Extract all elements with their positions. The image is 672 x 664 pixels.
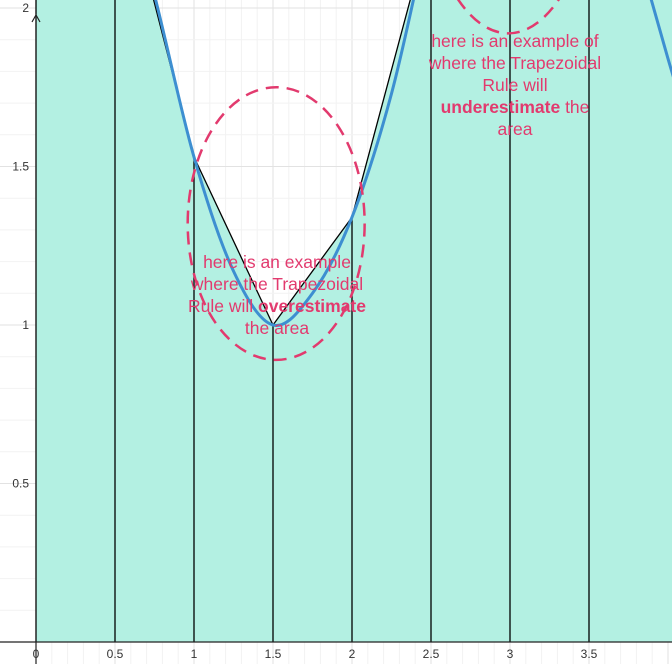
annotation-text: Rule will bbox=[187, 296, 259, 316]
x-tick-label: 1 bbox=[191, 647, 198, 661]
function-curve-group bbox=[154, 0, 672, 327]
annotation-text: Rule will bbox=[482, 75, 548, 95]
x-tick-label: 3 bbox=[507, 647, 514, 661]
annotation-circles bbox=[186, 0, 560, 362]
annotation-line: where the Trapezoidal bbox=[162, 273, 392, 295]
y-axis-arrow bbox=[31, 13, 41, 23]
trapezoid-4 bbox=[273, 217, 352, 642]
x-tick-label: 0 bbox=[33, 647, 40, 661]
x-tick-label: 3.5 bbox=[581, 647, 598, 661]
trapezoid-3 bbox=[194, 156, 273, 643]
annotation-text: where the Trapezoidal bbox=[190, 274, 364, 294]
tick-labels: 00.511.522.533.50.511.522.53.5 bbox=[12, 1, 598, 661]
annotation-text: here is an example bbox=[203, 252, 351, 272]
x-tick-label: 2 bbox=[349, 647, 356, 661]
function-curve bbox=[154, 0, 672, 327]
trapezoid-top-3 bbox=[193, 156, 274, 326]
trapezoid-fills bbox=[36, 0, 672, 643]
annotation-circle-1 bbox=[186, 86, 366, 362]
annotation-circle-2 bbox=[456, 0, 560, 35]
trapezoid-8 bbox=[589, 0, 672, 642]
x-tick-label: 0.5 bbox=[107, 647, 124, 661]
annotation-line: here is an example of bbox=[400, 30, 630, 52]
annotation-line: Rule will bbox=[400, 74, 630, 96]
trapezoid-1 bbox=[36, 0, 115, 642]
axes bbox=[0, 13, 672, 664]
annotation-text: area bbox=[497, 119, 533, 139]
annotation-line: area bbox=[400, 118, 630, 140]
y-tick-label: 1 bbox=[22, 318, 29, 332]
annotation-line: Rule will overestimate bbox=[162, 295, 392, 317]
annotation-line: where the Trapezoidal bbox=[400, 52, 630, 74]
annotation-text: the bbox=[560, 97, 590, 117]
annotation-bold-text: underestimate bbox=[440, 97, 561, 117]
x-tick-label: 2.5 bbox=[423, 647, 440, 661]
annotation-text: where the Trapezoidal bbox=[428, 53, 602, 73]
annotation-underestimate: here is an example of where the Trapezoid… bbox=[400, 30, 630, 140]
trapezoid-2 bbox=[115, 0, 194, 642]
trapezoid-top-5 bbox=[351, 0, 411, 218]
y-tick-label: 0.5 bbox=[12, 477, 29, 491]
annotation-text: the area bbox=[244, 318, 310, 338]
trapezoid-top-4 bbox=[272, 216, 353, 326]
annotation-line: underestimate the bbox=[400, 96, 630, 118]
y-tick-label: 2 bbox=[22, 1, 29, 15]
annotation-line: here is an example bbox=[162, 251, 392, 273]
annotation-line: the area bbox=[162, 317, 392, 339]
annotation-text: here is an example of bbox=[431, 31, 599, 51]
y-tick-label: 1.5 bbox=[12, 160, 29, 174]
annotation-bold-text: overestimate bbox=[258, 296, 366, 316]
trapezoid-7 bbox=[510, 0, 589, 642]
annotation-overestimate: here is an example where the Trapezoidal R… bbox=[162, 251, 392, 339]
x-tick-label: 1.5 bbox=[265, 647, 282, 661]
trapezoid-6 bbox=[431, 0, 510, 642]
